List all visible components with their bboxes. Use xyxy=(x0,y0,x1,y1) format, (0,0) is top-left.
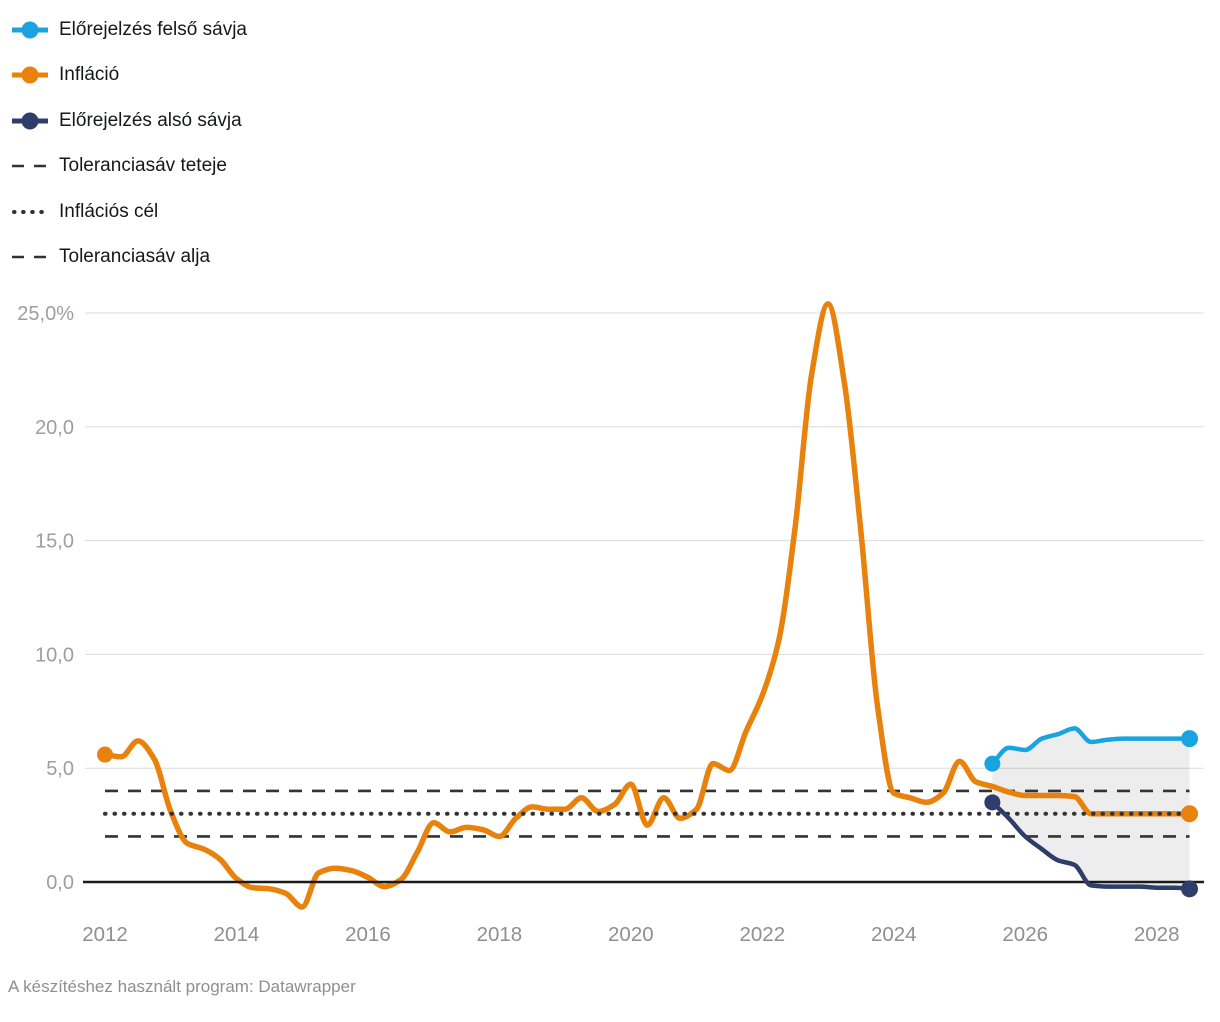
dashed-line-icon xyxy=(10,156,50,176)
x-tick-label: 2014 xyxy=(214,923,260,946)
legend-label-inflation: Infláció xyxy=(59,64,120,85)
y-tick-label: 20,0 xyxy=(35,417,74,439)
legend-item-forecast-upper: Előrejelzés felső sávja xyxy=(10,19,247,40)
inflation-line xyxy=(102,301,1193,910)
y-tick-label: 25,0% xyxy=(17,303,74,325)
x-tick-label: 2012 xyxy=(82,923,128,946)
forecast-upper-line xyxy=(990,726,1190,766)
x-axis-labels: 2012 2014 2016 2018 2020 2022 2024 2026 2028 xyxy=(82,923,1179,946)
inflation-line-dot-icon xyxy=(10,65,50,85)
forecast-band xyxy=(992,728,1190,889)
legend-label-inflation-target: Inflációs cél xyxy=(59,200,159,222)
y-gridlines: 25,0% 20,0 15,0 10,0 5,0 0,0 xyxy=(17,303,1204,894)
x-tick-label: 2016 xyxy=(345,923,391,946)
x-tick-label: 2024 xyxy=(871,923,917,946)
legend-item-inflation: Infláció xyxy=(10,64,247,86)
forecast-lower-start-dot xyxy=(984,794,1001,811)
inflation-end-dot xyxy=(1181,805,1199,823)
legend-label-forecast-upper: Előrejelzés felső sávja xyxy=(59,18,247,40)
legend-item-forecast-lower: Előrejelzés alsó sávja xyxy=(10,110,247,131)
x-tick-label: 2022 xyxy=(739,923,785,946)
forecast-lower-end-dot xyxy=(1181,880,1199,898)
dashed-line-icon xyxy=(10,247,50,267)
x-tick-label: 2018 xyxy=(477,923,523,946)
legend-item-inflation-target: Inflációs cél xyxy=(10,201,247,222)
forecast-lower-line xyxy=(990,800,1190,892)
x-tick-label: 2028 xyxy=(1134,923,1180,946)
x-tick-label: 2026 xyxy=(1002,923,1048,946)
chart-legend: Előrejelzés felső sávja Infláció Előreje… xyxy=(10,19,247,292)
y-tick-label: 0,0 xyxy=(46,872,74,894)
attribution-text: A készítéshez használt program: Datawrap… xyxy=(8,977,356,996)
forecast-upper-start-dot xyxy=(984,755,1001,772)
legend-item-tolerance-top: Toleranciasáv teteje xyxy=(10,155,247,177)
y-tick-label: 15,0 xyxy=(35,531,74,553)
legend-label-tolerance-top: Toleranciasáv teteje xyxy=(59,155,227,176)
legend-label-forecast-lower: Előrejelzés alsó sávja xyxy=(59,109,242,131)
forecast-upper-end-dot xyxy=(1181,730,1199,748)
y-tick-label: 10,0 xyxy=(35,644,74,666)
x-tick-label: 2020 xyxy=(608,923,654,946)
y-tick-label: 5,0 xyxy=(46,758,74,780)
legend-label-tolerance-bottom: Toleranciasáv alja xyxy=(59,246,211,267)
forecast-lower-line-dot-icon xyxy=(10,111,50,131)
forecast-upper-line-dot-icon xyxy=(10,20,50,40)
inflation-start-dot xyxy=(97,746,113,763)
legend-item-tolerance-bottom: Toleranciasáv alja xyxy=(10,246,247,268)
dotted-line-icon xyxy=(10,202,50,222)
